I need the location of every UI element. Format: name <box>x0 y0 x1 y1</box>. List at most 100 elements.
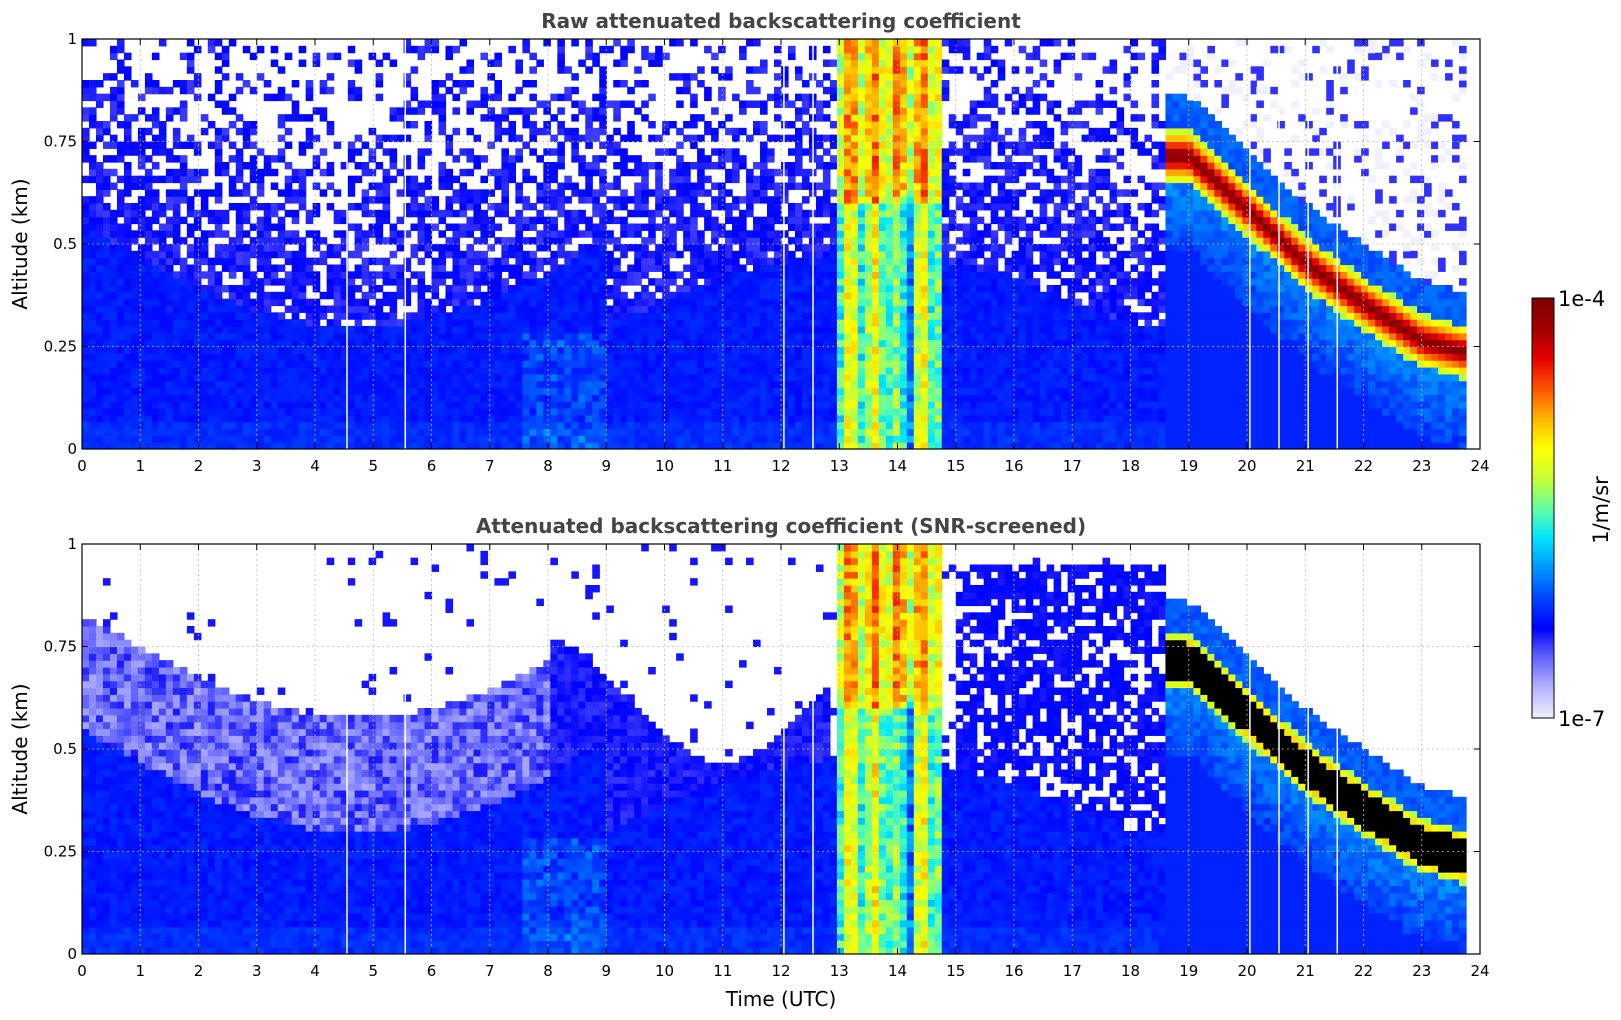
heatmap-cell <box>151 401 160 409</box>
heatmap-cell <box>522 39 530 47</box>
heatmap-cell <box>725 360 733 368</box>
heatmap-cell <box>242 203 251 211</box>
heatmap-cell <box>158 86 167 95</box>
heatmap-cell <box>655 298 663 307</box>
heatmap-cell <box>375 134 384 143</box>
heatmap-cell <box>466 216 475 225</box>
heatmap-cell <box>431 414 440 423</box>
heatmap-cell <box>333 298 342 307</box>
heatmap-cell <box>732 319 740 327</box>
heatmap-cell <box>585 182 593 190</box>
heatmap-cell <box>403 428 412 436</box>
heatmap-cell <box>452 394 461 402</box>
heatmap-cell <box>829 141 838 149</box>
heatmap-cell <box>494 209 502 218</box>
heatmap-cell <box>466 428 475 436</box>
heatmap-cell <box>718 45 726 54</box>
heatmap-cell <box>158 134 167 143</box>
heatmap-cell <box>843 127 852 136</box>
heatmap-cell <box>711 394 719 402</box>
heatmap-cell <box>787 250 796 259</box>
heatmap-cell <box>627 353 635 361</box>
heatmap-cell <box>256 380 265 389</box>
heatmap-cell <box>438 305 447 313</box>
heatmap-cell <box>871 401 880 409</box>
heatmap-cell <box>564 326 572 334</box>
heatmap-cell <box>829 319 838 327</box>
heatmap-cell <box>850 203 859 211</box>
heatmap-cell <box>354 421 363 430</box>
heatmap-cell <box>109 305 118 313</box>
heatmap-cell <box>438 250 447 259</box>
heatmap-cell <box>375 59 384 67</box>
heatmap-cell <box>417 278 426 286</box>
heatmap-cell <box>193 189 202 197</box>
heatmap-cell <box>375 93 384 102</box>
heatmap-cell <box>787 346 796 354</box>
heatmap-cell <box>480 114 489 122</box>
heatmap-cell <box>662 237 670 245</box>
heatmap-cell <box>270 360 279 368</box>
heatmap-cell <box>158 387 167 395</box>
heatmap-cell <box>137 155 146 163</box>
heatmap-cell <box>109 45 118 54</box>
heatmap-cell <box>606 182 614 190</box>
heatmap-cell <box>333 244 342 252</box>
heatmap-cell <box>193 168 202 177</box>
heatmap-cell <box>494 428 502 436</box>
heatmap-cell <box>487 421 496 430</box>
heatmap-cell <box>843 421 852 430</box>
heatmap-cell <box>627 346 635 354</box>
heatmap-cell <box>857 373 866 382</box>
heatmap-cell <box>515 250 523 259</box>
heatmap-cell <box>864 168 873 177</box>
heatmap-cell <box>655 223 663 231</box>
heatmap-cell <box>774 257 782 266</box>
heatmap-cell <box>305 278 314 286</box>
heatmap-cell <box>697 332 705 341</box>
heatmap-cell <box>403 278 412 286</box>
heatmap-cell <box>109 237 118 245</box>
heatmap-cell <box>739 209 747 218</box>
heatmap-cell <box>256 319 265 327</box>
heatmap-cell <box>592 435 600 443</box>
heatmap-cell <box>697 360 705 368</box>
heatmap-cell <box>410 189 419 197</box>
heatmap-cell <box>592 326 600 334</box>
heatmap-cell <box>536 421 544 430</box>
heatmap-cell <box>396 107 405 115</box>
heatmap-cell <box>571 278 579 286</box>
heatmap-cell <box>801 414 810 423</box>
heatmap-cell <box>361 428 370 436</box>
heatmap-cell <box>137 394 146 402</box>
heatmap-cell <box>690 39 698 47</box>
heatmap-cell <box>760 250 768 259</box>
heatmap-cell <box>165 257 174 266</box>
heatmap-cell <box>781 182 789 190</box>
heatmap-cell <box>753 312 761 320</box>
heatmap-cell <box>165 168 174 177</box>
heatmap-cell <box>753 86 761 95</box>
heatmap-cell <box>850 52 859 61</box>
heatmap-cell <box>319 421 328 430</box>
heatmap-cell <box>746 250 754 259</box>
heatmap-cell <box>725 414 733 423</box>
heatmap-cell <box>871 414 880 423</box>
heatmap-cell <box>850 414 859 423</box>
heatmap-cell <box>878 285 887 293</box>
heatmap-cell <box>228 107 237 115</box>
heatmap-cell <box>515 107 523 115</box>
heatmap-cell <box>256 244 265 252</box>
heatmap-cell <box>711 250 719 259</box>
heatmap-cell <box>431 373 440 382</box>
heatmap-cell <box>627 45 635 54</box>
heatmap-cell <box>410 86 419 95</box>
heatmap-cell <box>494 237 502 245</box>
heatmap-cell <box>864 230 873 238</box>
heatmap-cell <box>123 66 132 74</box>
heatmap-cell <box>578 408 586 416</box>
heatmap-cell <box>655 209 663 218</box>
heatmap-cell <box>144 230 153 238</box>
heatmap-cell <box>158 39 167 47</box>
heatmap-cell <box>487 278 496 286</box>
